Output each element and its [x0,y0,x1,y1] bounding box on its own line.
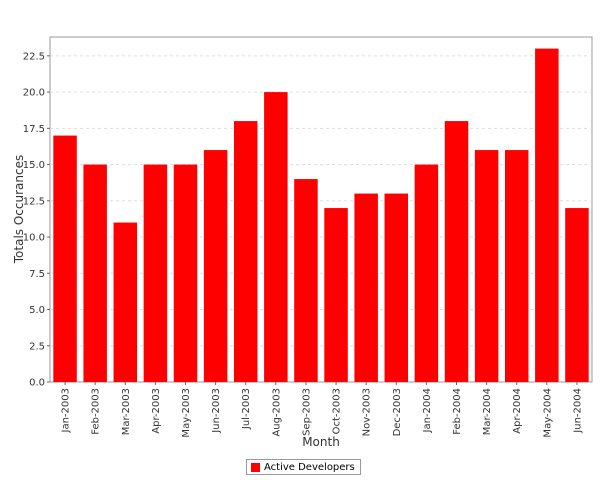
y-tick-label: 20.0 [23,88,45,99]
x-tick-label: Jun-2004 [572,388,583,434]
bar [565,208,589,382]
x-tick-label: May-2004 [542,388,553,438]
x-tick-label: Mar-2004 [482,388,493,435]
x-tick-label: Sep-2003 [301,388,312,436]
bar [233,121,258,383]
y-tick-label: 2.5 [29,341,45,352]
x-tick-label: Nov-2003 [362,388,373,436]
y-tick-label: 5.0 [29,305,45,316]
legend-label: Active Developers [264,461,355,473]
x-tick-label: Jun-2003 [211,388,222,434]
bar [504,150,529,382]
y-tick-label: 15.0 [23,160,45,171]
x-tick-label: Apr-2003 [151,388,162,434]
x-tick-label: May-2003 [181,388,192,438]
y-tick-label: 12.5 [23,196,45,207]
y-tick-label: 0.0 [29,378,45,389]
x-tick-label: Dec-2003 [392,388,403,436]
x-axis-title: Month [302,435,340,449]
x-tick-label: Jan-2004 [422,388,433,433]
bar [444,121,469,383]
y-tick-label: 17.5 [23,124,45,135]
bar [294,179,318,382]
bar [113,222,138,382]
y-tick-label: 10.0 [23,233,45,244]
x-axis-ticks: Jan-2003 Feb-2003 Mar-2003 Apr-2003 May-2003… [61,382,583,438]
x-tick-label: Apr-2004 [512,388,523,434]
x-tick-label: Oct-2003 [332,388,343,434]
legend-swatch [251,462,260,472]
bar [83,164,107,382]
legend: Active Developers [246,459,361,475]
y-axis-ticks: 0.0 2.5 5.0 7.5 10.0 12.5 15.0 17.5 20.0 22.5 [23,51,50,389]
bar [173,164,198,382]
grid-lines [50,55,592,347]
bar [143,164,168,382]
y-tick-label: 7.5 [29,269,45,280]
x-tick-label: Jan-2003 [61,388,72,433]
bar [474,150,499,382]
x-tick-label: Aug-2003 [271,388,282,437]
bar-series [53,48,589,383]
bar [203,150,228,382]
bar [384,193,409,382]
bar [354,193,378,382]
x-tick-label: Feb-2004 [452,388,463,435]
bar [535,48,559,382]
y-axis-title: Totals Occurances [12,155,26,264]
bar [53,135,77,382]
x-tick-label: Mar-2003 [121,388,132,435]
plot-background [49,36,593,383]
bar [414,164,439,382]
bar [324,208,348,382]
y-tick-label: 22.5 [23,51,45,62]
x-tick-label: Feb-2003 [91,388,102,435]
bar [264,92,288,382]
x-tick-label: Jul-2003 [241,388,252,430]
